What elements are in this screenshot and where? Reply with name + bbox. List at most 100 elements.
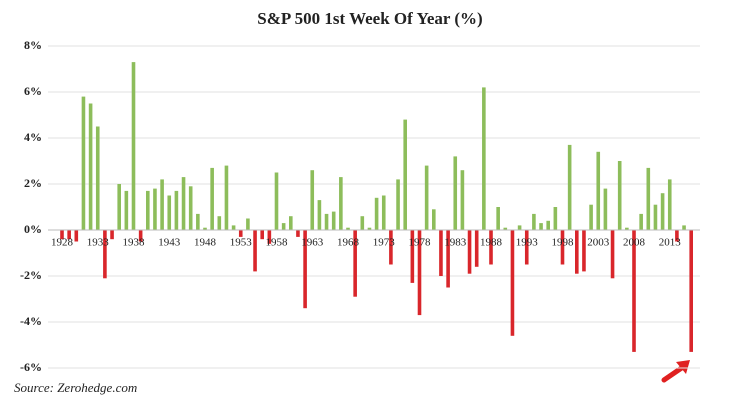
bar	[453, 156, 458, 230]
x-tick-label: 1948	[194, 237, 217, 249]
bar	[267, 230, 272, 244]
x-tick-label: 1983	[444, 237, 467, 249]
x-tick-label: 2013	[659, 237, 682, 249]
bar	[667, 179, 672, 230]
bar	[553, 207, 558, 230]
x-tick-label: 1938	[123, 237, 146, 249]
x-tick-label: 1963	[301, 237, 324, 249]
y-tick-label: -2%	[20, 268, 42, 282]
bar	[303, 230, 307, 309]
bar	[482, 87, 486, 231]
y-tick-label: 8%	[24, 38, 42, 52]
bar	[646, 167, 651, 230]
x-tick-label: 1933	[87, 237, 110, 249]
bar	[181, 177, 186, 230]
x-tick-label: 1943	[158, 237, 181, 249]
bar	[603, 188, 608, 230]
bar	[510, 230, 515, 336]
bar	[231, 225, 236, 230]
bar	[682, 225, 686, 230]
bar	[131, 62, 136, 230]
bar	[560, 230, 565, 265]
x-tick-label: 1993	[516, 237, 539, 249]
bar	[417, 230, 422, 316]
source: Source: Zerohedge.com	[14, 380, 137, 395]
bar	[95, 126, 100, 230]
bar	[281, 223, 286, 230]
bar	[88, 103, 93, 230]
bar	[496, 207, 500, 230]
bar	[310, 170, 315, 230]
bar	[675, 230, 679, 242]
bar	[353, 230, 357, 297]
bar	[389, 230, 393, 265]
bar	[246, 218, 250, 230]
bar	[60, 230, 64, 240]
bar	[432, 209, 436, 230]
bar	[539, 223, 543, 230]
bar	[396, 179, 400, 230]
x-tick-label: 2008	[623, 237, 646, 249]
bar	[331, 211, 336, 230]
bar	[503, 227, 508, 230]
bar	[317, 200, 322, 230]
x-tick-label: 1973	[373, 237, 396, 249]
bar	[424, 165, 429, 230]
bar	[103, 230, 107, 279]
y-tick-label: 6%	[24, 84, 42, 98]
bar	[346, 227, 350, 230]
bar	[446, 230, 450, 288]
bar	[217, 216, 222, 230]
bar	[196, 213, 200, 230]
bar	[610, 230, 615, 279]
bar	[639, 213, 643, 230]
bar	[517, 225, 522, 230]
chart-title: S&P 500 1st Week Of Year (%)	[257, 9, 482, 28]
bar	[81, 96, 86, 230]
bar	[274, 172, 279, 230]
bar	[489, 230, 493, 265]
x-tick-label: 1953	[230, 237, 253, 249]
y-tick-label: 0%	[24, 222, 42, 236]
bar	[74, 230, 79, 242]
bar	[596, 151, 601, 230]
y-tick-label: 4%	[24, 130, 42, 144]
bar	[660, 193, 665, 230]
bar	[210, 167, 214, 230]
bar	[653, 204, 658, 230]
x-tick-label: 1998	[552, 237, 575, 249]
bar	[146, 190, 150, 230]
y-tick-label: -4%	[20, 314, 42, 328]
bar	[339, 177, 343, 230]
bar	[474, 230, 479, 267]
x-tick-label: 1958	[266, 237, 289, 249]
bar	[689, 230, 693, 352]
bar	[260, 230, 264, 240]
bar	[188, 186, 193, 230]
y-tick-label: -6%	[20, 360, 42, 374]
bar	[403, 119, 407, 230]
bar	[67, 230, 71, 240]
bar	[381, 195, 386, 230]
bar	[296, 230, 300, 237]
bar	[117, 184, 121, 230]
bar	[138, 230, 143, 242]
bar	[167, 195, 172, 230]
bar	[575, 230, 579, 274]
bar	[153, 188, 157, 230]
bar	[238, 230, 243, 237]
x-tick-label: 1988	[480, 237, 503, 249]
bar	[589, 204, 593, 230]
bar	[110, 230, 114, 240]
y-tick-label: 2%	[24, 176, 42, 190]
bar	[224, 165, 229, 230]
bar	[160, 179, 164, 230]
bar	[289, 216, 293, 230]
bar	[567, 144, 572, 230]
x-tick-label: 1928	[51, 237, 74, 249]
bar	[532, 213, 536, 230]
x-tick-label: 1978	[409, 237, 432, 249]
bar	[174, 190, 179, 230]
bar	[360, 216, 365, 230]
